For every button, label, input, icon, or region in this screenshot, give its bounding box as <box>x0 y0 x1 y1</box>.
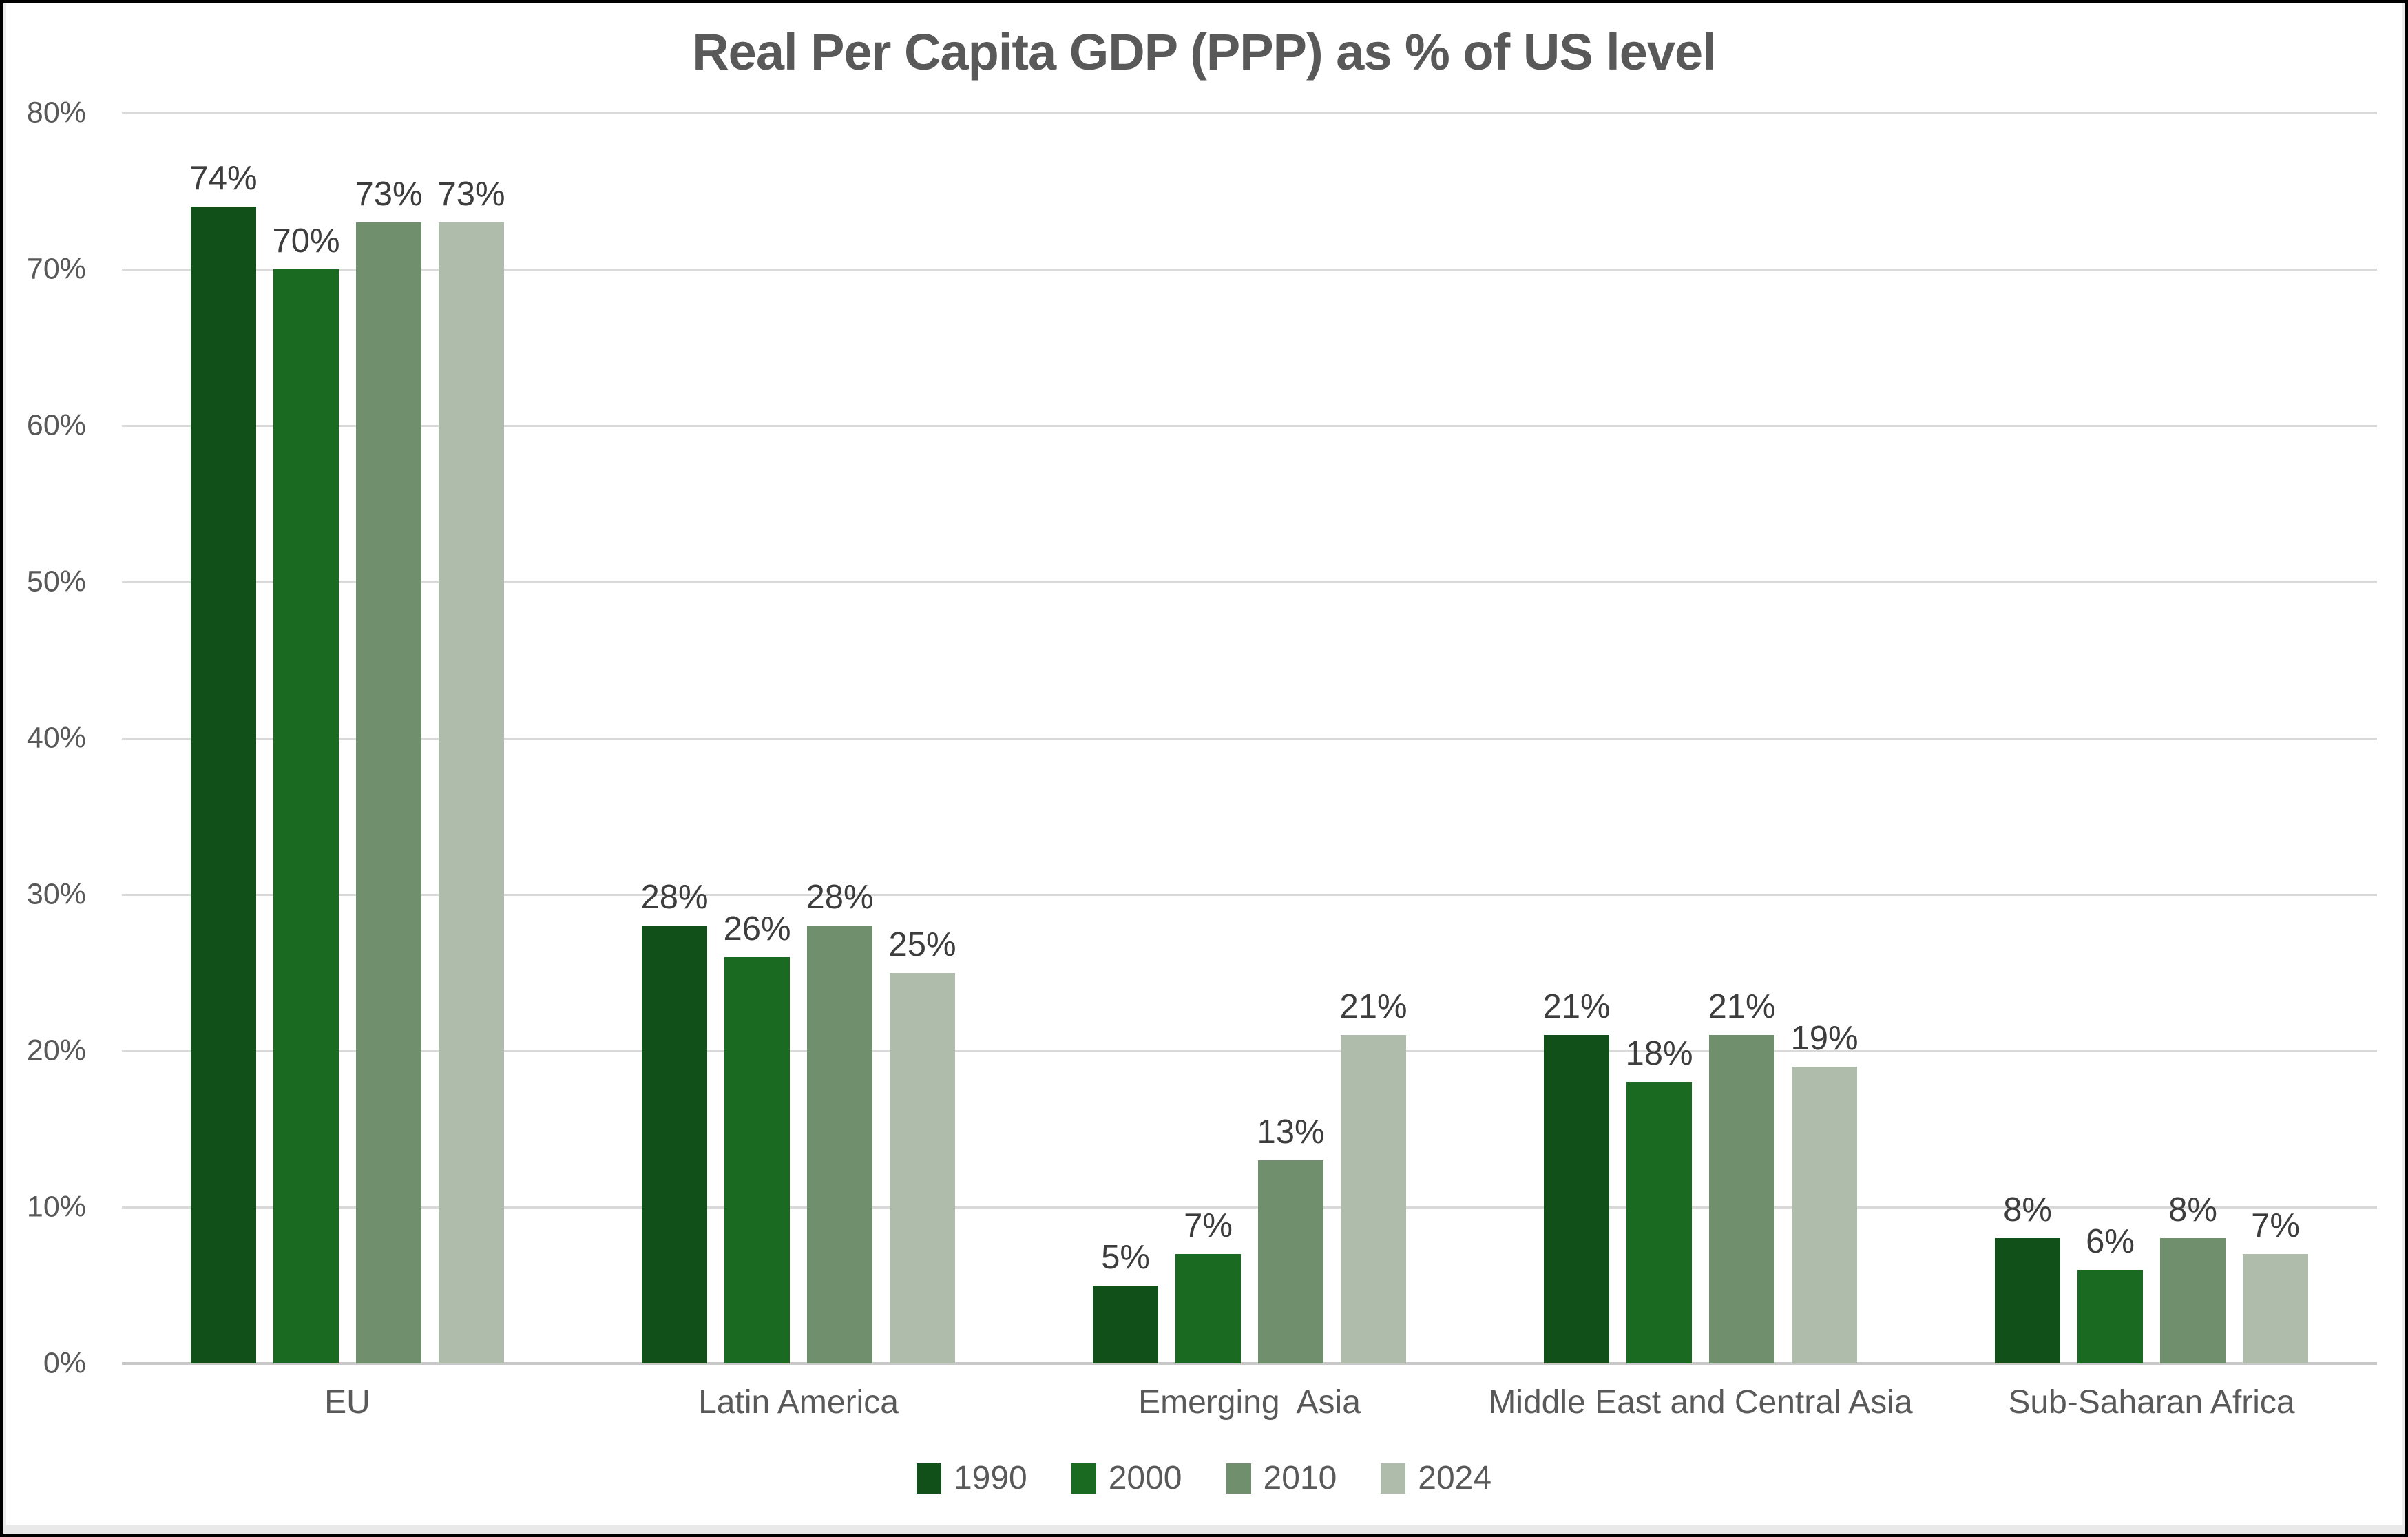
bar-value-label-eu-2024: 73% <box>437 175 505 213</box>
legend-label-2010: 2010 <box>1263 1460 1337 1496</box>
gridline-60 <box>122 424 2377 427</box>
bar-value-label-middle-east-and-central-asia-2010: 21% <box>1708 988 1776 1026</box>
legend-swatch-2024 <box>1381 1463 1406 1494</box>
y-tick-label-80: 80% <box>26 96 86 129</box>
x-axis-labels: EU Latin America Emerging Asia Middle East … <box>122 1386 2377 1419</box>
bar-sub-saharan-africa-2000: 6% <box>2077 1224 2143 1363</box>
legend-item-2024: 2024 <box>1381 1462 1491 1495</box>
gridline-10 <box>122 1206 2377 1209</box>
chart-title: Real Per Capita GDP (PPP) as % of US lev… <box>692 23 1717 81</box>
x-category-label-eu: EU <box>324 1384 370 1421</box>
bar-eu-2024: 73% <box>437 177 505 1363</box>
y-tick-label-50: 50% <box>26 565 86 598</box>
x-category-label-sub-saharan-africa: Sub-Saharan Africa <box>2008 1384 2295 1421</box>
y-tick-label-40: 40% <box>26 721 86 755</box>
bar-emerging-asia-2010: 13% <box>1257 1115 1325 1363</box>
bar-emerging-asia-2000: 7% <box>1175 1209 1241 1363</box>
bar-middle-east-and-central-asia-1990: 21% <box>1542 990 1611 1363</box>
bar-value-label-emerging-asia-2024: 21% <box>1339 988 1407 1026</box>
x-category-label-emerging-asia: Emerging Asia <box>1138 1384 1361 1421</box>
bar-group-middle-east-and-central-asia: 21% 18% 21% 19% <box>1475 113 1926 1363</box>
bar-value-label-eu-1990: 74% <box>189 160 258 198</box>
bar-latin-america-2024: 25% <box>888 928 956 1363</box>
bar-eu-2010: 73% <box>355 177 423 1363</box>
bar-sub-saharan-africa-2024: 7% <box>2243 1209 2308 1363</box>
bar-value-label-emerging-asia-1990: 5% <box>1101 1238 1150 1276</box>
gridline-40 <box>122 737 2377 740</box>
bar-latin-america-2010: 28% <box>806 881 874 1363</box>
bar-group-eu: 74% 70% 73% 73% <box>122 113 573 1363</box>
legend-item-2000: 2000 <box>1071 1462 1182 1495</box>
legend-label-2024: 2024 <box>1418 1460 1492 1496</box>
bar-value-label-eu-2010: 73% <box>355 175 423 213</box>
bar-latin-america-1990: 28% <box>640 881 709 1363</box>
bar-latin-america-2000: 26% <box>723 912 791 1363</box>
bar-value-label-latin-america-2010: 28% <box>806 879 874 917</box>
bar-value-label-middle-east-and-central-asia-2000: 18% <box>1625 1035 1693 1073</box>
x-category-label-middle-east-and-central-asia: Middle East and Central Asia <box>1488 1384 1913 1421</box>
bar-group-emerging-asia: 5% 7% 13% 21% <box>1024 113 1475 1363</box>
legend-swatch-1990 <box>916 1463 941 1494</box>
legend-swatch-2010 <box>1226 1463 1251 1494</box>
y-tick-label-70: 70% <box>26 252 86 286</box>
gridline-50 <box>122 581 2377 583</box>
legend: 1990 2000 2010 2024 <box>3 1462 2405 1495</box>
x-category-label-latin-america: Latin America <box>698 1384 899 1421</box>
gridline-30 <box>122 893 2377 896</box>
bar-value-label-middle-east-and-central-asia-1990: 21% <box>1542 988 1611 1026</box>
gridline-70 <box>122 268 2377 271</box>
bar-value-label-sub-saharan-africa-1990: 8% <box>2003 1191 2052 1229</box>
bar-emerging-asia-1990: 5% <box>1093 1240 1158 1363</box>
legend-item-2010: 2010 <box>1226 1462 1337 1495</box>
bar-emerging-asia-2024: 21% <box>1339 990 1407 1363</box>
bar-value-label-latin-america-2000: 26% <box>723 910 791 948</box>
gridline-20 <box>122 1049 2377 1052</box>
bar-value-label-sub-saharan-africa-2000: 6% <box>2086 1222 2135 1260</box>
bar-value-label-latin-america-1990: 28% <box>640 879 709 917</box>
y-tick-label-20: 20% <box>26 1034 86 1067</box>
bar-group-sub-saharan-africa: 8% 6% 8% 7% <box>1926 113 2377 1363</box>
plot-area: 74% 70% 73% 73% 28% 26% 28% 25% 5% 7% 13% 21% 21% 18%… <box>27 98 2377 1378</box>
bar-middle-east-and-central-asia-2000: 18% <box>1625 1037 1693 1363</box>
bar-middle-east-and-central-asia-2010: 21% <box>1708 990 1776 1363</box>
gridline-0 <box>122 1361 2377 1365</box>
bar-middle-east-and-central-asia-2024: 19% <box>1790 1021 1859 1363</box>
bar-sub-saharan-africa-2010: 8% <box>2160 1193 2226 1363</box>
bar-sub-saharan-africa-1990: 8% <box>1995 1193 2060 1363</box>
legend-label-1990: 1990 <box>953 1460 1027 1496</box>
y-tick-label-10: 10% <box>26 1190 86 1224</box>
legend-swatch-2000 <box>1071 1463 1096 1494</box>
bar-value-label-sub-saharan-africa-2024: 7% <box>2251 1207 2300 1245</box>
gridline-80 <box>122 112 2377 114</box>
bar-eu-2000: 70% <box>272 224 340 1363</box>
bar-value-label-eu-2000: 70% <box>272 222 340 260</box>
y-tick-label-0: 0% <box>43 1346 86 1380</box>
bar-eu-1990: 74% <box>189 162 258 1363</box>
bar-groups: 74% 70% 73% 73% 28% 26% 28% 25% 5% 7% 13% 21% 21% 18%… <box>122 113 2377 1363</box>
legend-label-2000: 2000 <box>1108 1460 1182 1496</box>
legend-item-1990: 1990 <box>916 1460 1027 1496</box>
bar-value-label-emerging-asia-2000: 7% <box>1184 1207 1233 1245</box>
bar-value-label-latin-america-2024: 25% <box>888 926 956 963</box>
y-tick-label-60: 60% <box>26 408 86 442</box>
bar-value-label-middle-east-and-central-asia-2024: 19% <box>1790 1019 1859 1057</box>
bar-value-label-sub-saharan-africa-2010: 8% <box>2168 1191 2217 1229</box>
y-tick-label-30: 30% <box>26 877 86 911</box>
bar-group-latin-america: 28% 26% 28% 25% <box>573 113 1024 1363</box>
bar-value-label-emerging-asia-2010: 13% <box>1257 1113 1325 1151</box>
